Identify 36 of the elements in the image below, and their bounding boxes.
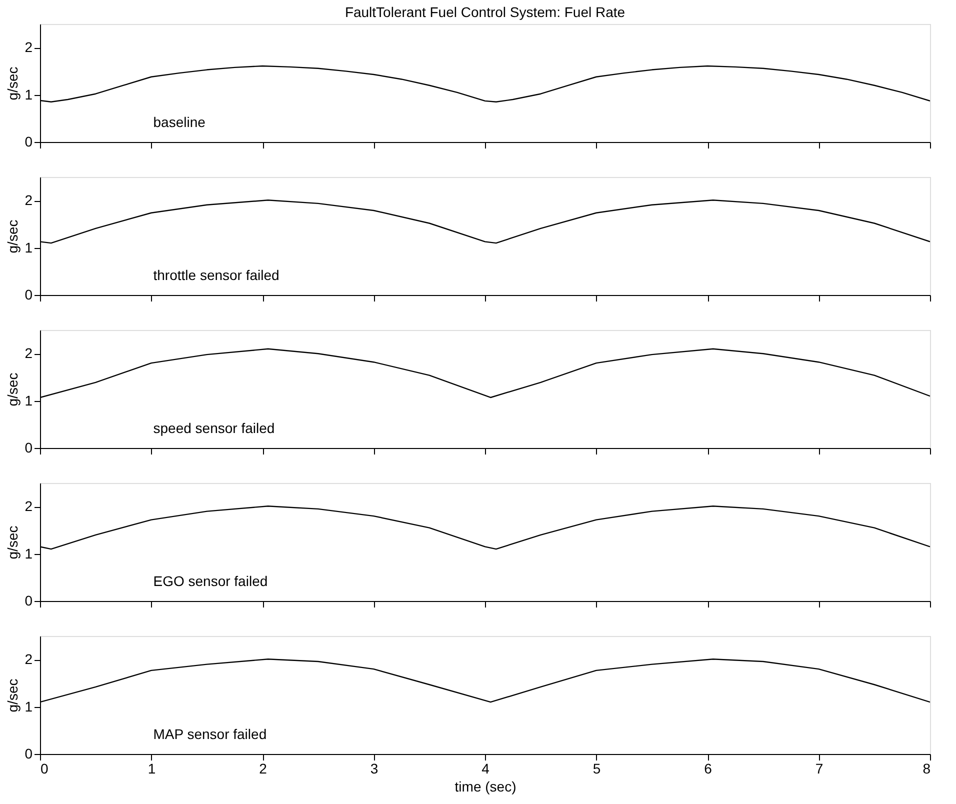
y-tick-label: 0 [24, 134, 33, 150]
y-tick-label: 0 [24, 592, 33, 608]
x-tick-label: 5 [592, 760, 601, 776]
annotation: speed sensor failed [153, 420, 275, 436]
y-axis-title: g/sec [4, 220, 21, 254]
y-tick-label: 0 [24, 746, 33, 762]
y-tick-label: 2 [24, 39, 33, 56]
y-tick-label: 1 [24, 239, 33, 256]
x-tick-label: 6 [704, 760, 712, 776]
y-tick-label: 1 [24, 86, 33, 102]
x-tick-label: 7 [815, 760, 824, 776]
x-tick-label: 3 [370, 760, 378, 776]
annotation: EGO sensor failed [153, 573, 268, 590]
y-tick-label: 2 [24, 192, 33, 208]
y-axis-title: g/sec [4, 526, 21, 560]
x-axis-title: time (sec) [454, 778, 516, 794]
y-tick-label: 2 [24, 345, 33, 362]
y-tick-label: 2 [24, 498, 33, 514]
y-tick-label: 1 [24, 392, 33, 408]
y-axis-title: g/sec [4, 372, 21, 406]
y-axis-title: g/sec [4, 678, 21, 712]
x-tick-label: 4 [482, 760, 490, 776]
y-axis-title: g/sec [4, 66, 21, 100]
y-tick-label: 1 [24, 545, 33, 562]
annotation: baseline [153, 114, 206, 130]
annotation: MAP sensor failed [153, 726, 267, 742]
y-tick-label: 1 [24, 698, 33, 714]
annotation: throttle sensor failed [153, 267, 280, 284]
x-tick-label: 0 [40, 760, 48, 776]
y-tick-label: 0 [24, 440, 33, 456]
chart-title: FaultTolerant Fuel Control System: Fuel Rate [344, 4, 626, 20]
y-tick-label: 2 [24, 651, 33, 668]
x-tick-label: 1 [148, 760, 156, 776]
y-tick-label: 0 [24, 286, 33, 302]
x-tick-label: 2 [259, 760, 268, 776]
x-tick-label: 8 [922, 760, 931, 776]
